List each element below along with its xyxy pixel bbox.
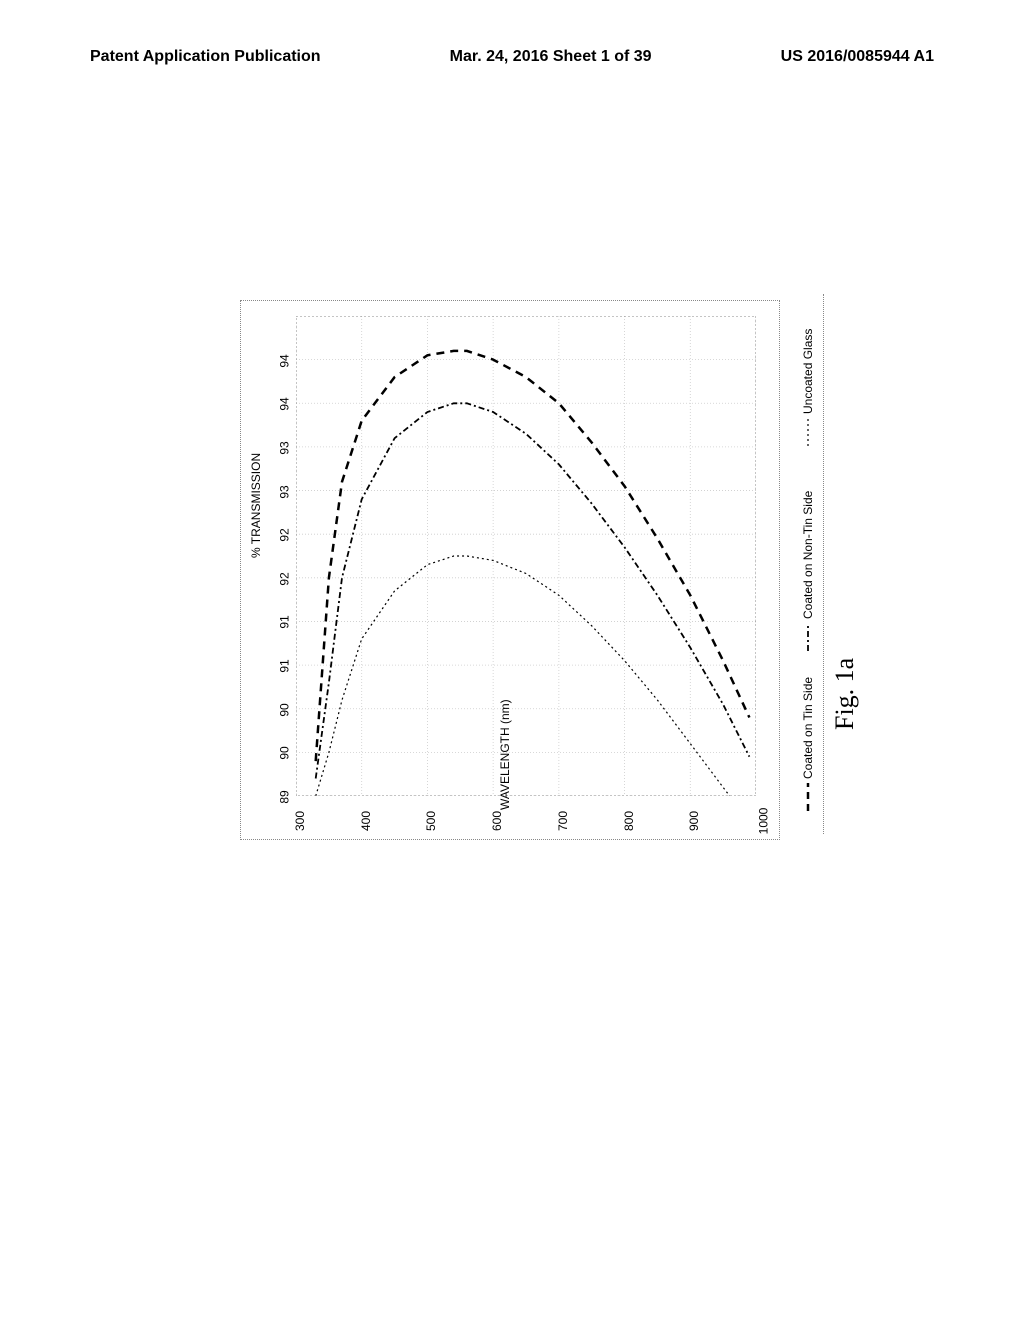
- x-tick-label: 400: [359, 811, 373, 831]
- legend-swatch-uncoated: [802, 418, 814, 446]
- legend-swatch-nontin: [802, 623, 814, 651]
- legend-label: Uncoated Glass: [801, 329, 815, 414]
- page-header: Patent Application Publication Mar. 24, …: [0, 48, 1024, 66]
- x-tick-label: 500: [424, 811, 438, 831]
- y-tick-label: 90: [278, 747, 292, 760]
- legend-label: Coated on Non-Tin Side: [801, 491, 815, 619]
- chart-legend: Coated on Tin Side Coated on Non-Tin Sid…: [792, 294, 824, 834]
- x-tick-label: 700: [556, 811, 570, 831]
- x-tick-label: 300: [293, 811, 307, 831]
- x-axis-title: WAVELENGTH (nm): [498, 556, 512, 810]
- y-tick-label: 89: [278, 790, 292, 803]
- legend-item-uncoated: Uncoated Glass: [801, 329, 815, 446]
- legend-swatch-tin: [802, 783, 814, 811]
- legend-item-tin-side: Coated on Tin Side: [801, 677, 815, 811]
- legend-label: Coated on Tin Side: [801, 677, 815, 779]
- y-tick-label: 91: [278, 616, 292, 629]
- y-tick-label: 91: [278, 659, 292, 672]
- figure-caption: Fig. 1a: [830, 658, 860, 730]
- y-tick-label: 92: [278, 528, 292, 541]
- header-left: Patent Application Publication: [90, 48, 321, 66]
- header-center: Mar. 24, 2016 Sheet 1 of 39: [450, 48, 652, 66]
- y-tick-label: 93: [278, 441, 292, 454]
- y-tick-label: 94: [278, 398, 292, 411]
- legend-item-non-tin-side: Coated on Non-Tin Side: [801, 491, 815, 651]
- y-axis-title: % TRANSMISSION: [249, 453, 263, 558]
- header-right: US 2016/0085944 A1: [781, 48, 934, 66]
- x-tick-label: 800: [622, 811, 636, 831]
- y-tick-label: 93: [278, 485, 292, 498]
- y-tick-label: 94: [278, 354, 292, 367]
- y-tick-label: 90: [278, 703, 292, 716]
- plot-background: [296, 316, 756, 796]
- y-tick-label: 92: [278, 572, 292, 585]
- chart-container: WAVELENGTH (nm) % TRANSMISSION 89 90 90 91 9…: [240, 300, 780, 840]
- transmission-line-chart: [296, 316, 756, 796]
- x-tick-label: 1000: [756, 808, 770, 835]
- x-tick-label: 600: [490, 811, 504, 831]
- x-tick-label: 900: [687, 811, 701, 831]
